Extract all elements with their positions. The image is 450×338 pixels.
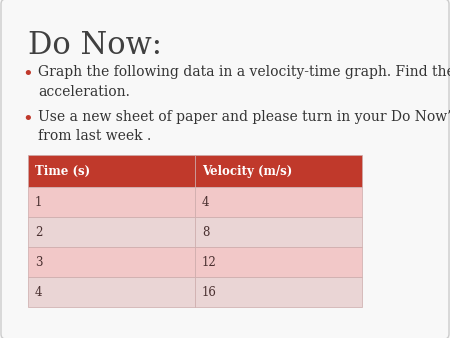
Text: 4: 4 <box>35 286 42 298</box>
Text: Use a new sheet of paper and please turn in your Do Now’s
from last week .: Use a new sheet of paper and please turn… <box>38 110 450 144</box>
Bar <box>195 247 362 277</box>
Text: Time (s): Time (s) <box>35 165 90 177</box>
Text: 12: 12 <box>202 256 217 268</box>
Bar <box>28 217 195 247</box>
Text: 3: 3 <box>35 256 42 268</box>
Bar <box>28 277 195 307</box>
Text: Graph the following data in a velocity-time graph. Find the
acceleration.: Graph the following data in a velocity-t… <box>38 65 450 98</box>
Text: 4: 4 <box>202 195 210 209</box>
Bar <box>28 247 195 277</box>
Bar <box>28 155 195 187</box>
Bar <box>195 155 362 187</box>
Text: Do Now:: Do Now: <box>28 30 162 61</box>
Text: •: • <box>22 110 33 128</box>
Text: 16: 16 <box>202 286 217 298</box>
Text: 2: 2 <box>35 225 42 239</box>
Text: 8: 8 <box>202 225 209 239</box>
Text: 1: 1 <box>35 195 42 209</box>
Bar <box>195 277 362 307</box>
Bar <box>195 187 362 217</box>
Bar <box>195 217 362 247</box>
Bar <box>28 187 195 217</box>
Text: Velocity (m/s): Velocity (m/s) <box>202 165 292 177</box>
Text: •: • <box>22 65 33 83</box>
